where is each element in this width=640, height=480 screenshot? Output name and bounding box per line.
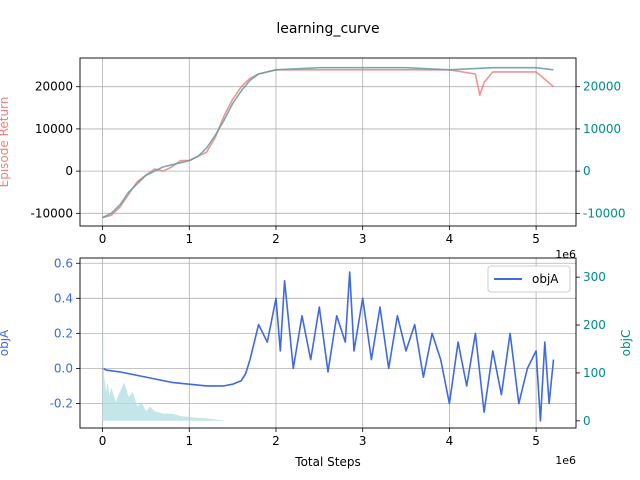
y-tick-label: 0: [65, 164, 73, 178]
objectives-panel: 0 1 2 3 4 5 -0.2 0.0 0.2 0.4 0.6 0 100 200 300 objA ob…: [0, 256, 633, 469]
top-plot-area: [102, 66, 555, 219]
y-tick-label: 10000: [35, 122, 73, 136]
x-tick-label: 3: [359, 232, 367, 246]
bottom-axes-frame: [79, 257, 577, 429]
right-y-tick-label: 200: [583, 318, 606, 332]
x-tick-label: 2: [272, 434, 280, 448]
right-y-tick-label: 100: [583, 366, 606, 380]
bottom-plot-area: [102, 267, 555, 422]
right-y-tick-label: -10000: [583, 206, 626, 220]
top-x-offset-label: 1e6: [555, 248, 576, 261]
x-tick-label: 1: [185, 434, 193, 448]
bottom-x-offset-label: 1e6: [555, 454, 576, 467]
objC-area: [102, 267, 224, 421]
x-tick-label: 3: [359, 434, 367, 448]
x-tick-label: 5: [532, 232, 540, 246]
x-tick-label: 4: [446, 232, 454, 246]
right-y-tick-label: 10000: [583, 122, 621, 136]
right-y-tick-label: 0: [583, 414, 591, 428]
y-tick-label: 0.2: [54, 326, 73, 340]
legend: objA: [487, 265, 571, 293]
y-tick-label: 0.0: [54, 361, 73, 375]
y-tick-label: -0.2: [50, 396, 73, 410]
objA-axis-label: objA: [0, 329, 11, 356]
total-steps-axis-label: Total Steps: [294, 455, 360, 469]
right-y-tick-label: 0: [583, 164, 591, 178]
objA-line: [102, 271, 555, 422]
x-tick-label: 1: [185, 232, 193, 246]
objC-axis-label: objC: [619, 330, 633, 357]
x-tick-label: 0: [99, 232, 107, 246]
right-y-tick-label: 300: [583, 270, 606, 284]
bottom-ticks: 0 1 2 3 4 5 -0.2 0.0 0.2 0.4 0.6 0 100 200 300: [50, 256, 606, 448]
episode-return-axis-label: Episode Return: [0, 97, 11, 188]
top-ticks: 0 1 2 3 4 5 -10000 0 10000 20000 -10000 0 10000 20000: [30, 80, 625, 246]
y-tick-label: -10000: [30, 206, 73, 220]
episode-return-panel: 0 1 2 3 4 5 -10000 0 10000 20000 -10000 0 10000 20000…: [0, 57, 626, 261]
top-axes-frame: [79, 57, 577, 227]
x-tick-label: 2: [272, 232, 280, 246]
y-tick-label: 0.6: [54, 256, 73, 270]
x-tick-label: 4: [446, 434, 454, 448]
right-y-tick-label: 20000: [583, 80, 621, 94]
legend-box: [487, 265, 571, 293]
figure-title: learning_curve: [276, 21, 379, 37]
y-tick-label: 0.4: [54, 291, 73, 305]
legend-objA-label: objA: [532, 272, 559, 286]
y-tick-label: 20000: [35, 80, 73, 94]
teal-return-line: [102, 66, 554, 219]
top-grid: [80, 58, 576, 226]
x-tick-label: 5: [532, 434, 540, 448]
x-tick-label: 0: [99, 434, 107, 448]
